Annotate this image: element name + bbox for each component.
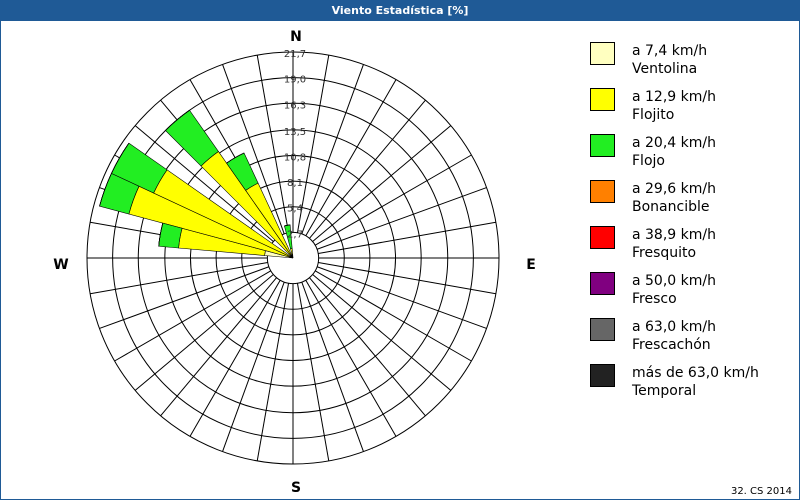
legend-description: Fresco [632, 291, 677, 307]
compass-label: E [526, 257, 536, 273]
r-tick-label: 10,8 [284, 152, 306, 163]
petal-segment [158, 223, 164, 247]
legend-description: Temporal [631, 383, 696, 399]
labels: 2,7 5,4 8,1 10,8 13,5 16,3 19,0 21,7 N E S W [53, 29, 536, 496]
spoke [314, 270, 472, 362]
legend-swatch [590, 318, 615, 341]
spoke [309, 99, 426, 239]
legend-swatch [590, 88, 615, 111]
r-tick-label: 19,0 [284, 75, 306, 86]
spoke [189, 279, 281, 437]
legend-swatch [590, 180, 615, 203]
legend-description: Fresquito [632, 245, 696, 261]
legend-label: a 12,9 km/h [632, 89, 716, 105]
compass-label: W [53, 257, 68, 273]
petal-segment [165, 110, 190, 131]
spoke [305, 279, 397, 437]
chart-title: Viento Estadística [%] [332, 4, 469, 17]
grid-ring [164, 129, 422, 387]
legend-description: Ventolina [632, 61, 697, 77]
r-tick-label: 16,3 [284, 100, 306, 111]
legend-label: más de 63,0 km/h [632, 365, 759, 381]
legend-label: a 38,9 km/h [632, 227, 716, 243]
spoke [301, 281, 364, 452]
grid-ring [241, 206, 345, 310]
r-tick-label: 8,1 [287, 178, 303, 189]
spoke [134, 125, 274, 242]
footer: 32. CS 2014 [731, 486, 792, 497]
legend-swatch [590, 272, 615, 295]
spoke [318, 221, 496, 255]
legend-swatch [590, 42, 615, 65]
grid-ring [266, 231, 320, 285]
spoke [314, 154, 472, 246]
spoke [256, 283, 290, 461]
spoke [222, 281, 285, 452]
spoke [301, 64, 364, 235]
r-tick-label: 21,7 [284, 49, 306, 60]
legend: a 7,4 km/h Ventolina a 12,9 km/h Flojito a 2… [590, 42, 759, 399]
spoke [114, 270, 272, 362]
compass-label: N [290, 29, 302, 45]
compass-label: S [291, 480, 301, 496]
spoke [296, 55, 330, 233]
grid-ring [86, 51, 500, 465]
legend-swatch [590, 134, 615, 157]
grid-ring [137, 102, 449, 414]
spoke [296, 283, 330, 461]
spoke [316, 187, 487, 250]
spoke [316, 266, 487, 329]
legend-swatch [590, 364, 615, 387]
spoke [134, 274, 274, 391]
legend-description: Frescachón [632, 337, 711, 353]
legend-description: Flojito [632, 107, 674, 123]
spoke [222, 64, 285, 235]
petal-segment [284, 224, 291, 227]
legend-label: a 7,4 km/h [632, 43, 707, 59]
r-tick-label: 13,5 [284, 127, 306, 138]
petal-segment [111, 142, 130, 174]
r-tick-label: 5,4 [287, 204, 303, 215]
spoke [318, 261, 496, 295]
spoke [99, 266, 270, 329]
legend-swatch [590, 226, 615, 249]
spoke [312, 274, 452, 391]
grid-ring [189, 154, 397, 362]
petals [99, 109, 294, 259]
spoke [312, 125, 452, 242]
legend-description: Flojo [632, 153, 665, 169]
petal-segment [226, 152, 245, 164]
spoke [90, 261, 268, 295]
legend-label: a 50,0 km/h [632, 273, 716, 289]
petal-segment [99, 173, 112, 207]
spoke [305, 79, 397, 237]
spoke [309, 277, 426, 417]
spoke [256, 55, 290, 233]
grid-ring [112, 77, 474, 439]
grid-ring [215, 180, 371, 336]
r-tick-label: 2,7 [287, 229, 303, 240]
legend-label: a 63,0 km/h [632, 319, 716, 335]
legend-description: Bonancible [632, 199, 709, 215]
legend-label: a 29,6 km/h [632, 181, 716, 197]
title-bar [0, 0, 800, 21]
spoke [160, 277, 277, 417]
legend-label: a 20,4 km/h [632, 135, 716, 151]
